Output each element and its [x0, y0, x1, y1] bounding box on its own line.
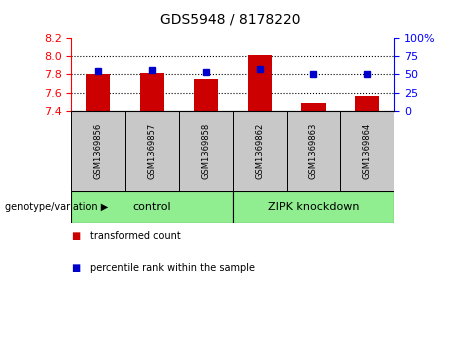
Bar — [248, 55, 272, 111]
Bar — [71, 191, 233, 223]
Text: ZIPK knockdown: ZIPK knockdown — [268, 202, 359, 212]
Text: transformed count: transformed count — [90, 231, 181, 241]
Text: control: control — [133, 202, 171, 212]
Bar — [301, 102, 325, 111]
Text: GSM1369862: GSM1369862 — [255, 123, 264, 179]
Bar — [71, 111, 125, 191]
Text: GSM1369857: GSM1369857 — [148, 123, 157, 179]
Bar — [194, 79, 218, 111]
Text: ■: ■ — [71, 263, 81, 273]
Text: genotype/variation ▶: genotype/variation ▶ — [5, 202, 108, 212]
Bar — [355, 96, 379, 111]
Text: ■: ■ — [71, 231, 81, 241]
Bar — [233, 111, 287, 191]
Text: GSM1369863: GSM1369863 — [309, 122, 318, 179]
Bar — [125, 111, 179, 191]
Bar — [179, 111, 233, 191]
Bar — [86, 74, 111, 111]
Text: GSM1369858: GSM1369858 — [201, 123, 210, 179]
Text: GSM1369856: GSM1369856 — [94, 123, 103, 179]
Bar — [140, 73, 164, 111]
Text: GSM1369864: GSM1369864 — [363, 123, 372, 179]
Bar — [233, 191, 394, 223]
Text: percentile rank within the sample: percentile rank within the sample — [90, 263, 255, 273]
Text: GDS5948 / 8178220: GDS5948 / 8178220 — [160, 13, 301, 27]
Bar — [287, 111, 340, 191]
Bar — [340, 111, 394, 191]
